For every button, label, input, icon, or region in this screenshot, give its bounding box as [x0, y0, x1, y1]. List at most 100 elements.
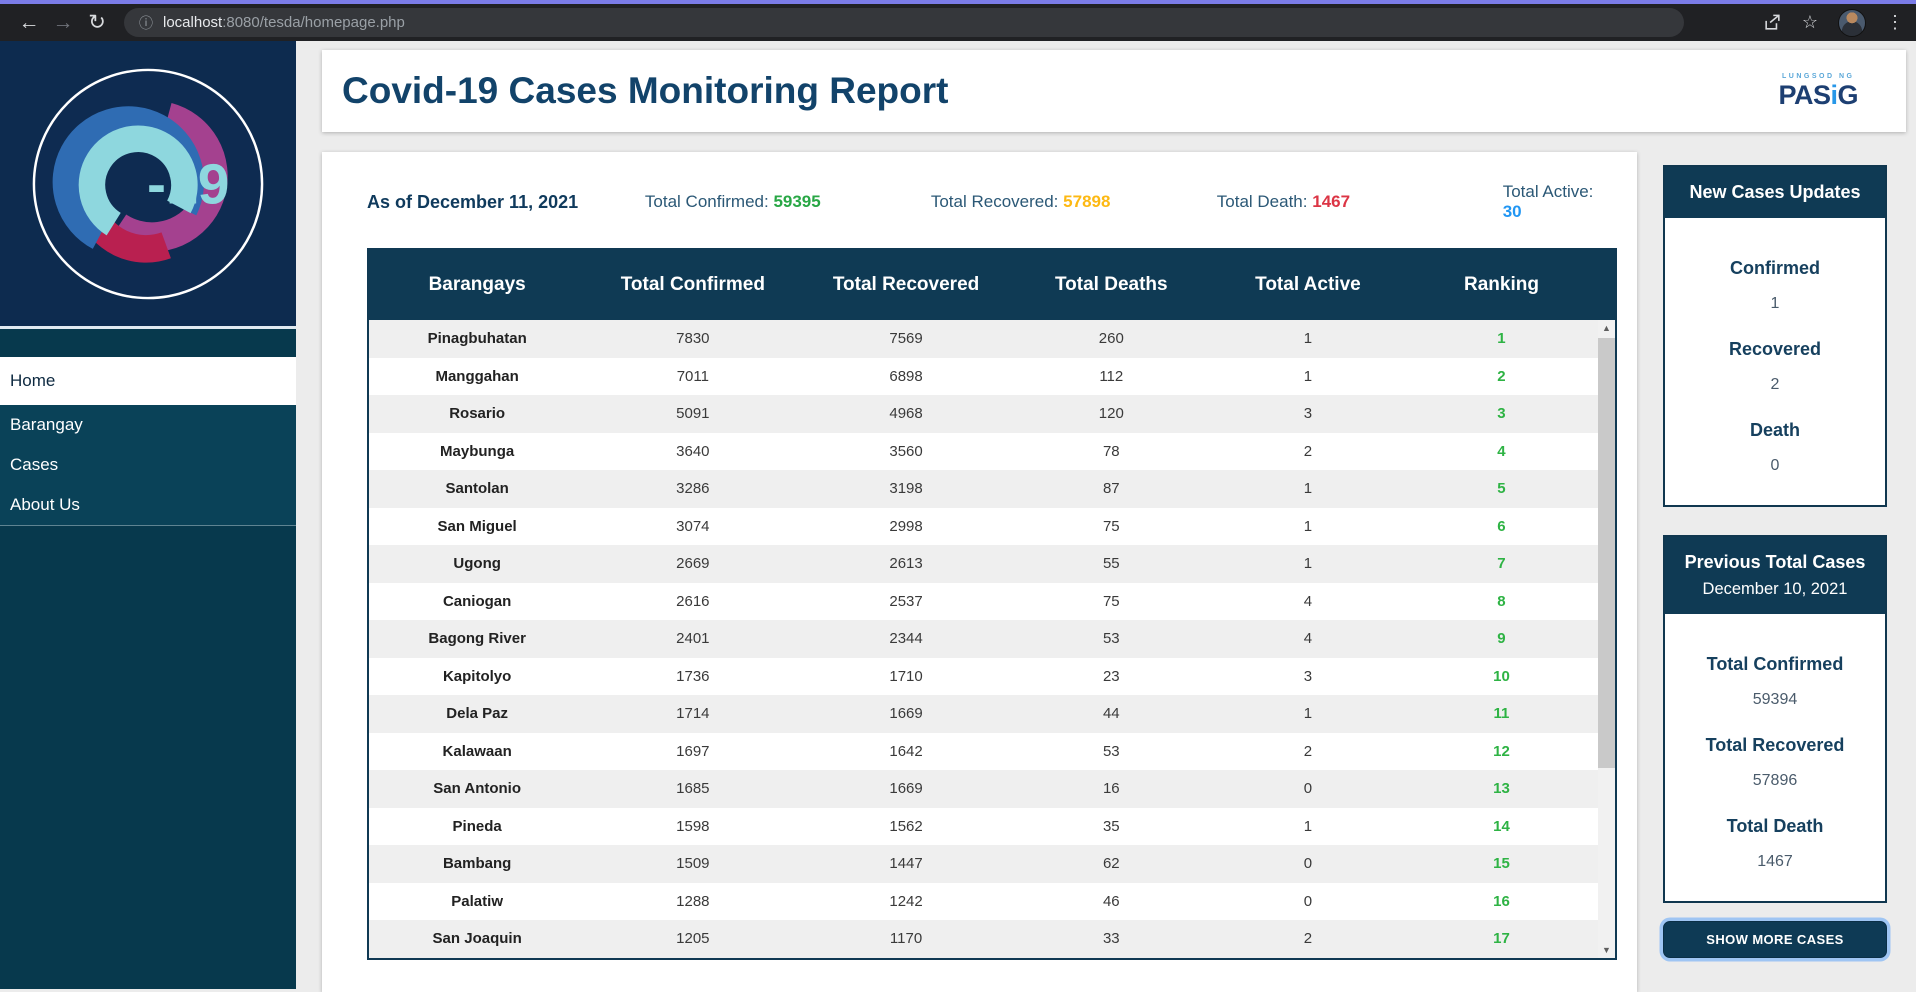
pasig-logo-wordmark: PASiG [1778, 79, 1858, 110]
page-header: Covid-19 Cases Monitoring Report LUNGSOD… [322, 50, 1906, 132]
cell-active: 0 [1303, 855, 1313, 873]
cell-recovered: 1669 [889, 705, 923, 723]
right-column: New Cases Updates Confirmed 1 Recovered 2 De… [1663, 152, 1887, 958]
profile-avatar[interactable] [1838, 8, 1866, 37]
panel-label-confirmed: Confirmed [1730, 258, 1820, 278]
cell-ranking: 8 [1497, 592, 1506, 610]
table-row: Dela Paz 1714 1669 44 1 11 [369, 695, 1598, 733]
panel-value-recovered: 2 [1770, 376, 1780, 393]
cell-ranking: 1 [1497, 330, 1506, 348]
cell-barangay: Ugong [453, 555, 501, 573]
cell-barangay: Pineda [452, 817, 502, 835]
show-more-cases-button[interactable]: SHOW MORE CASES [1663, 921, 1887, 958]
stat-total-death-: Total Death: 1467 [1216, 192, 1351, 211]
table-row: Maybunga 3640 3560 78 2 4 [369, 432, 1598, 470]
table-row: San Joaquin 1205 1170 33 2 17 [369, 920, 1598, 958]
back-icon[interactable]: ← [18, 10, 40, 34]
cell-recovered: 2998 [889, 517, 923, 535]
table-row: Manggahan 7011 6898 112 1 2 [369, 357, 1598, 395]
cell-barangay: Rosario [449, 405, 506, 423]
cell-barangay: Maybunga [440, 442, 515, 460]
scrollbar-down-icon[interactable]: ▼ [1602, 944, 1611, 955]
covid19-logo-icon: -19 [32, 68, 264, 299]
menu-kebab-icon[interactable]: ⋮ [1886, 12, 1904, 32]
share-icon[interactable] [1763, 13, 1782, 32]
table-row: Pineda 1598 1562 35 1 14 [369, 807, 1598, 845]
cell-confirmed: 3074 [676, 517, 710, 535]
cell-confirmed: 1736 [676, 667, 710, 685]
stat-total-recovered-: Total Recovered: 57898 [930, 192, 1111, 211]
cell-deaths: 46 [1102, 892, 1120, 910]
cell-recovered: 1710 [889, 667, 923, 685]
cell-deaths: 260 [1098, 330, 1124, 348]
cell-confirmed: 1598 [676, 817, 710, 835]
table-scrollbar[interactable]: ▲ ▼ [1598, 320, 1615, 958]
previous-cases-date: December 10, 2021 [1702, 580, 1848, 598]
cell-deaths: 120 [1098, 405, 1124, 423]
browser-toolbar: ← → ↻ ⓘ localhost:8080/tesda/homepage.ph… [0, 0, 1916, 41]
cell-barangay: Kalawaan [442, 742, 512, 760]
column-header-barangays: Barangays [428, 274, 526, 295]
cell-active: 1 [1303, 705, 1313, 723]
sidebar-item-barangay[interactable]: Barangay [10, 415, 83, 434]
cell-recovered: 2344 [889, 630, 923, 648]
cell-ranking: 5 [1497, 480, 1506, 498]
cell-confirmed: 1714 [676, 705, 710, 723]
sidebar-item-about-us[interactable]: About Us [10, 495, 80, 514]
cell-active: 0 [1303, 780, 1313, 798]
site-info-icon[interactable]: ⓘ [139, 14, 153, 31]
summary-stats-row: As of December 11, 2021 Total Confirmed:… [367, 182, 1617, 222]
table-row: San Antonio 1685 1669 16 0 13 [369, 770, 1598, 808]
cell-active: 2 [1303, 442, 1313, 460]
new-cases-panel: New Cases Updates Confirmed 1 Recovered 2 De… [1663, 165, 1887, 507]
panel-value-death: 0 [1770, 457, 1780, 474]
cell-recovered: 1447 [889, 855, 923, 873]
reload-icon[interactable]: ↻ [88, 11, 106, 34]
cell-ranking: 16 [1493, 892, 1510, 910]
sidebar-nav: Home Barangay Cases About Us [0, 357, 296, 526]
table-row: Kalawaan 1697 1642 53 2 12 [369, 732, 1598, 770]
app-frame: -19 Home Barangay Cases About Us Covid-19 C… [0, 41, 1916, 992]
column-header-total-confirmed: Total Confirmed [620, 274, 765, 295]
table-row: San Miguel 3074 2998 75 1 6 [369, 507, 1598, 545]
table-row: Santolan 3286 3198 87 1 5 [369, 470, 1598, 508]
cell-recovered: 3560 [889, 442, 923, 460]
cell-ranking: 17 [1493, 930, 1510, 948]
table-row: Bagong River 2401 2344 53 4 9 [369, 620, 1598, 658]
cell-recovered: 1642 [889, 742, 923, 760]
sidebar-item-cases[interactable]: Cases [10, 455, 59, 474]
pasig-logo: LUNGSOD NG PASiG [1778, 73, 1858, 109]
cell-confirmed: 1288 [676, 892, 710, 910]
cell-deaths: 16 [1102, 780, 1120, 798]
scrollbar-thumb[interactable] [1598, 338, 1615, 768]
cell-confirmed: 2401 [676, 630, 710, 648]
cell-confirmed: 3286 [676, 480, 710, 498]
address-bar[interactable]: ⓘ localhost:8080/tesda/homepage.php [124, 8, 1684, 37]
bookmark-star-icon[interactable]: ☆ [1801, 12, 1818, 32]
scrollbar-up-icon[interactable]: ▲ [1602, 323, 1611, 333]
cell-deaths: 35 [1102, 817, 1120, 835]
panel-value-total-death: 1467 [1757, 853, 1793, 870]
cell-ranking: 7 [1497, 555, 1506, 573]
sidebar-item-home[interactable]: Home [0, 357, 296, 405]
cell-ranking: 11 [1493, 705, 1510, 723]
previous-cases-body: Total Confirmed 59394 Total Recovered 57896… [1665, 614, 1885, 901]
cell-confirmed: 2616 [676, 592, 710, 610]
new-cases-title: New Cases Updates [1665, 167, 1885, 218]
cell-barangay: Caniogan [442, 592, 512, 610]
new-cases-body: Confirmed 1 Recovered 2 Death 0 [1665, 218, 1885, 505]
panel-value-total-confirmed: 59394 [1752, 691, 1798, 708]
cases-card: As of December 11, 2021 Total Confirmed:… [322, 152, 1637, 992]
column-header-total-recovered: Total Recovered [832, 274, 980, 295]
forward-icon[interactable]: → [52, 10, 74, 34]
cell-ranking: 12 [1493, 742, 1510, 760]
cell-confirmed: 2669 [676, 555, 710, 573]
cell-barangay: Dela Paz [446, 705, 508, 723]
cell-recovered: 1562 [889, 817, 923, 835]
cell-ranking: 6 [1497, 517, 1506, 535]
cell-active: 1 [1303, 517, 1313, 535]
previous-cases-panel: Previous Total Cases December 10, 2021 T… [1663, 535, 1887, 903]
cell-deaths: 44 [1102, 705, 1120, 723]
cell-ranking: 3 [1497, 405, 1506, 423]
table-row: Rosario 5091 4968 120 3 3 [369, 395, 1598, 433]
